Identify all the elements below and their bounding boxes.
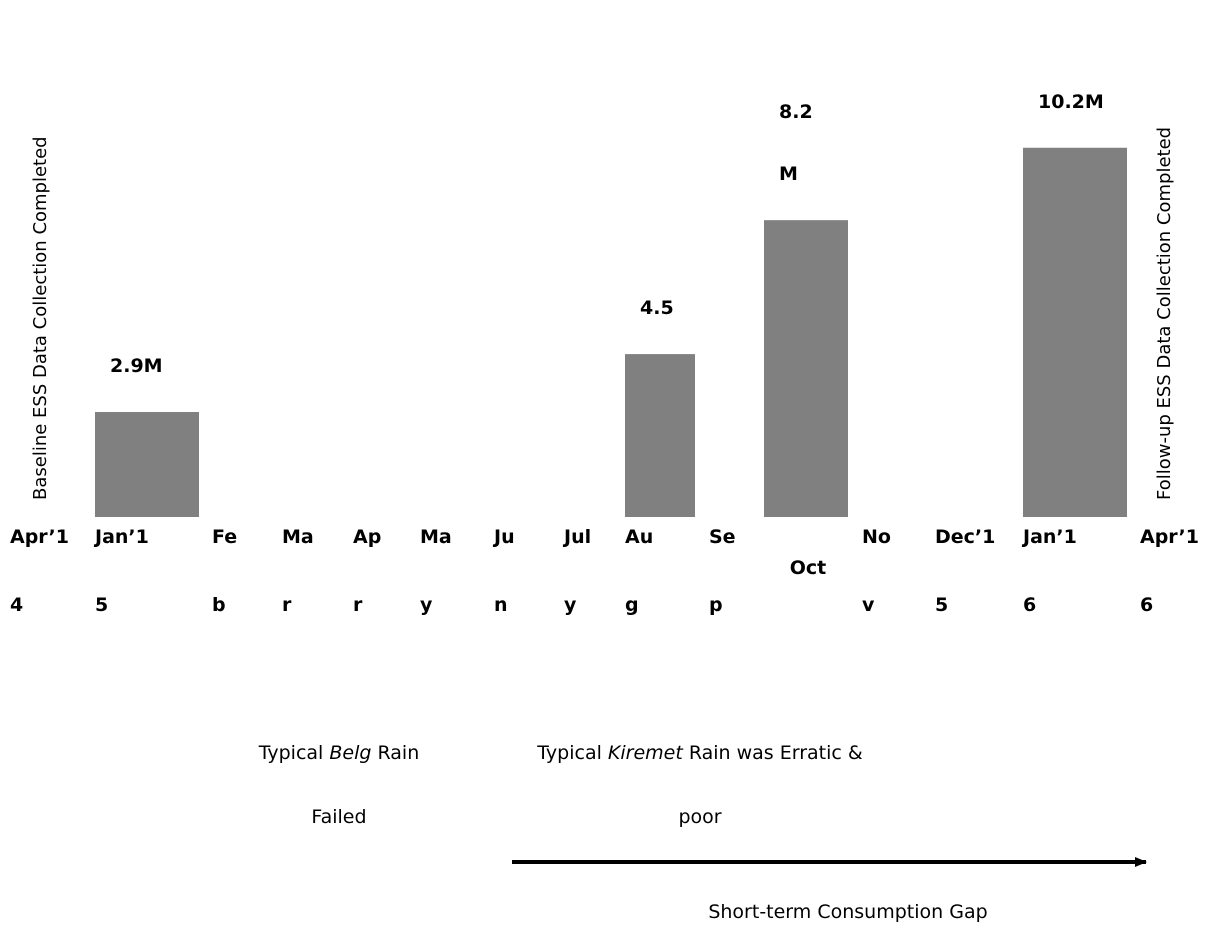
followup-annotation: Follow-up ESS Data Collection Completed	[1154, 127, 1175, 500]
x-tick-label: v	[862, 594, 875, 616]
data-label: 10.2M	[1038, 91, 1104, 113]
x-tick-label: y	[564, 594, 577, 616]
x-axis-ticks: Apr’1 4 Jan’1 5 Fe b Ma r Ap r Ma y Ju n Jul y Au g Se p Oct…	[10, 526, 1199, 616]
bar	[1023, 147, 1127, 517]
x-tick-label: p	[709, 594, 723, 616]
x-tick-label: No	[862, 526, 891, 548]
kiremet-rain-annotation: Typical Kiremet Rain was Erratic &	[536, 742, 863, 764]
x-tick-label: g	[625, 594, 639, 616]
x-tick-label: 6	[1023, 594, 1036, 616]
x-tick-label: Ju	[492, 526, 515, 548]
x-tick-label: Apr’1	[1140, 526, 1199, 548]
bars	[95, 147, 1127, 517]
x-tick-label: Jul	[562, 526, 591, 548]
x-tick-label: y	[420, 594, 433, 616]
data-label: 4.5	[640, 297, 674, 319]
x-tick-label: b	[212, 594, 226, 616]
x-tick-label: Ma	[282, 526, 314, 548]
x-tick-label: Fe	[212, 526, 237, 548]
x-tick-label: Oct	[790, 557, 827, 579]
belg-rain-annotation: Typical Belg Rain	[258, 742, 420, 764]
data-label: 2.9M	[110, 355, 163, 377]
x-tick-label: Apr’1	[10, 526, 69, 548]
x-tick-label: 5	[935, 594, 948, 616]
baseline-annotation: Baseline ESS Data Collection Completed	[30, 136, 51, 500]
kiremet-rain-annotation-line2: poor	[678, 806, 721, 828]
data-labels: 2.9M 4.5 8.2 M 10.2M	[110, 91, 1104, 377]
x-tick-label: Se	[709, 526, 736, 548]
x-tick-label: r	[353, 594, 363, 616]
x-tick-label: n	[494, 594, 508, 616]
x-tick-label: Ap	[353, 526, 381, 548]
x-tick-label: 5	[95, 594, 108, 616]
x-tick-label: 4	[10, 594, 23, 616]
bar	[95, 412, 199, 517]
belg-rain-annotation-line2: Failed	[311, 806, 366, 828]
x-tick-label: 6	[1140, 594, 1153, 616]
x-tick-label: Au	[625, 526, 653, 548]
x-tick-label: r	[282, 594, 292, 616]
x-tick-label: Jan’1	[1021, 526, 1077, 548]
x-tick-label: Jan’1	[93, 526, 149, 548]
bar	[764, 220, 848, 517]
data-label: 8.2	[779, 101, 813, 123]
bar	[625, 354, 695, 517]
x-tick-label: Ma	[420, 526, 452, 548]
x-tick-label: Dec’1	[935, 526, 995, 548]
data-label: M	[779, 163, 798, 185]
consumption-gap-label: Short-term Consumption Gap	[708, 901, 987, 923]
